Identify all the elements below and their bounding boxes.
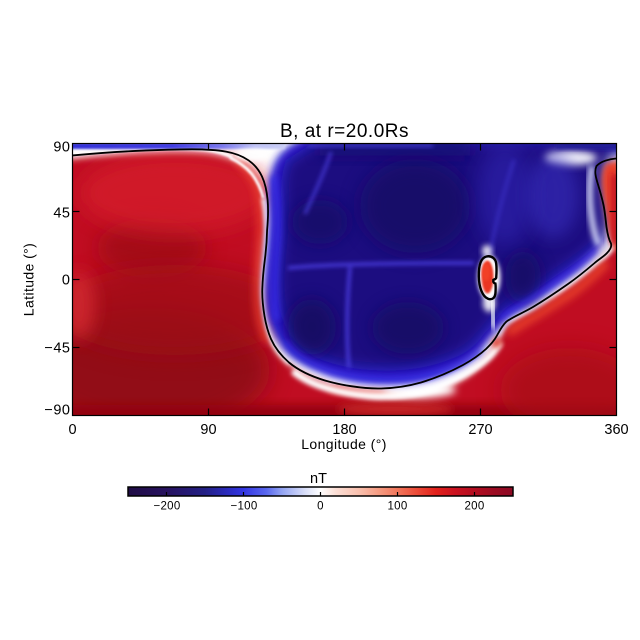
svg-text:270: 270 <box>468 422 492 438</box>
svg-text:0: 0 <box>62 273 71 289</box>
svg-text:−100: −100 <box>230 501 257 513</box>
svg-text:100: 100 <box>387 501 407 513</box>
svg-text:−45: −45 <box>44 341 70 357</box>
svg-text:90: 90 <box>53 140 70 156</box>
svg-text:360: 360 <box>604 422 628 438</box>
svg-text:90: 90 <box>200 422 216 438</box>
svg-text:45: 45 <box>53 206 70 222</box>
svg-text:B, at r=20.0Rs: B, at r=20.0Rs <box>280 121 409 142</box>
svg-text:−200: −200 <box>153 501 180 513</box>
svg-text:0: 0 <box>317 501 324 513</box>
svg-text:Latitude (°): Latitude (°) <box>21 243 37 316</box>
svg-text:0: 0 <box>68 422 76 438</box>
svg-text:Longitude (°): Longitude (°) <box>301 436 387 452</box>
svg-text:−90: −90 <box>44 403 70 419</box>
svg-text:200: 200 <box>464 501 484 513</box>
svg-text:nT: nT <box>310 471 327 487</box>
svg-text:180: 180 <box>332 422 356 438</box>
